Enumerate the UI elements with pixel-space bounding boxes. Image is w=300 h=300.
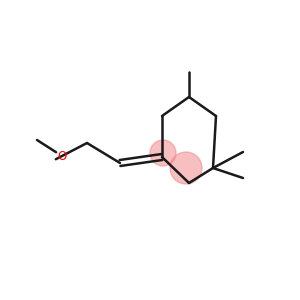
Circle shape [150,140,176,166]
Text: O: O [57,149,67,163]
Circle shape [170,152,202,184]
